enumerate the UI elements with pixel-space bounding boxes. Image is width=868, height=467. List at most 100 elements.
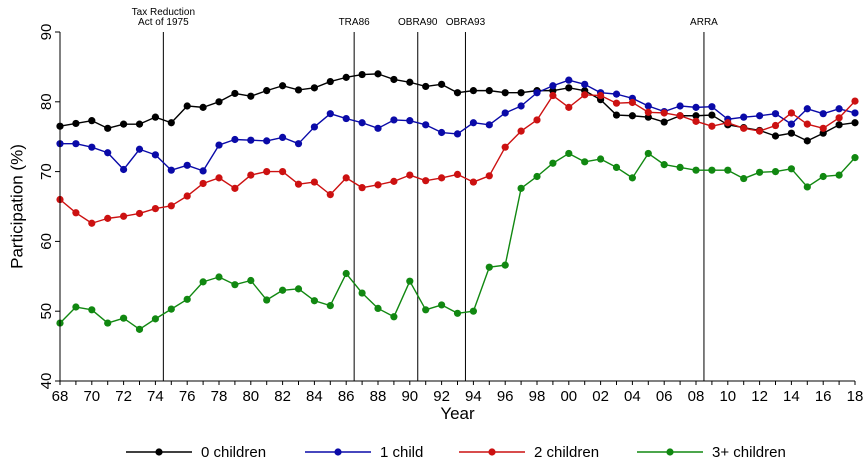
legend-label: 3+ children xyxy=(712,444,786,461)
y-tick-label: 80 xyxy=(38,93,55,110)
data-point-2-children xyxy=(676,112,684,120)
data-point-3plus-children xyxy=(247,276,255,285)
data-point-0-children xyxy=(851,119,859,127)
data-point-1-child xyxy=(453,130,462,138)
legend-label: 0 children xyxy=(201,444,266,461)
data-point-2-children xyxy=(151,204,159,213)
data-point-0-children xyxy=(485,87,493,95)
data-point-2-children xyxy=(135,209,144,218)
data-point-1-child xyxy=(851,109,859,117)
x-tick-label: 98 xyxy=(529,388,546,405)
x-tick-label: 10 xyxy=(719,388,736,405)
series-points xyxy=(56,70,859,333)
data-point-3plus-children xyxy=(581,158,589,166)
data-point-0-children xyxy=(438,80,446,88)
y-axis-title: Participation (%) xyxy=(7,144,26,269)
data-point-1-child xyxy=(803,105,811,113)
data-point-1-child xyxy=(533,89,541,97)
data-point-2-children xyxy=(231,184,239,192)
data-point-1-child xyxy=(310,123,318,131)
event-label-act-of-1975: Act of 1975 xyxy=(138,17,189,28)
legend-marker xyxy=(334,448,342,456)
data-point-0-children xyxy=(708,111,716,119)
event-label-tra86: TRA86 xyxy=(339,17,371,28)
legend-label: 2 children xyxy=(534,444,599,461)
data-point-2-children xyxy=(644,108,652,116)
legend: 0 children 1 child 2 children 3+ children xyxy=(126,444,786,461)
data-point-0-children xyxy=(771,132,780,140)
data-point-1-child xyxy=(358,119,366,127)
data-point-0-children xyxy=(565,84,573,92)
data-point-2-children xyxy=(215,174,223,182)
data-point-0-children xyxy=(612,111,621,119)
data-point-0-children xyxy=(183,102,191,110)
x-tick-label: 90 xyxy=(401,388,418,405)
data-point-2-children xyxy=(581,91,589,99)
data-point-1-child xyxy=(771,110,780,118)
data-point-3plus-children xyxy=(72,303,80,311)
data-point-0-children xyxy=(803,137,811,145)
data-point-3plus-children xyxy=(358,289,366,297)
series-lines xyxy=(59,73,856,331)
data-point-1-child xyxy=(231,135,239,144)
data-point-3plus-children xyxy=(708,166,716,174)
y-tick-label: 70 xyxy=(38,163,55,180)
legend-marker xyxy=(488,448,496,456)
data-point-0-children xyxy=(167,119,175,127)
data-point-2-children xyxy=(263,168,271,176)
data-point-2-children xyxy=(803,120,811,128)
y-ticks: 40 50 60 70 80 90 xyxy=(38,24,60,389)
data-point-1-child xyxy=(612,90,621,98)
y-tick-label: 50 xyxy=(38,303,55,320)
data-point-3plus-children xyxy=(279,286,287,294)
data-point-3plus-children xyxy=(597,155,605,163)
x-tick-label: 78 xyxy=(211,388,228,405)
data-point-3plus-children xyxy=(310,297,318,305)
data-point-3plus-children xyxy=(851,154,859,162)
series-points-2-children xyxy=(56,91,859,227)
data-point-3plus-children xyxy=(135,325,144,333)
data-point-1-child xyxy=(787,120,796,128)
x-tick-label: 08 xyxy=(688,388,705,405)
data-point-3plus-children xyxy=(533,172,541,181)
x-tick-label: 94 xyxy=(465,388,482,405)
data-point-1-child xyxy=(167,166,175,174)
data-point-2-children xyxy=(692,117,700,125)
data-point-2-children xyxy=(358,184,366,192)
event-label-obra93: OBRA93 xyxy=(446,17,486,28)
data-point-1-child xyxy=(676,102,684,110)
data-point-1-child xyxy=(279,133,287,141)
data-point-3plus-children xyxy=(549,159,557,167)
x-tick-label: 96 xyxy=(497,388,514,405)
series-line-3plus-children xyxy=(59,152,856,331)
y-tick-label: 60 xyxy=(38,233,55,250)
data-point-1-child xyxy=(183,161,191,169)
legend-label: 1 child xyxy=(380,444,423,461)
data-point-1-child xyxy=(581,80,589,88)
x-tick-label: 86 xyxy=(338,388,355,405)
legend-marker xyxy=(155,448,163,456)
data-point-2-children xyxy=(787,109,796,117)
data-point-1-child xyxy=(326,110,334,118)
data-point-1-child xyxy=(342,114,350,123)
legend-item-0-children: 0 children xyxy=(126,444,266,461)
data-point-2-children xyxy=(565,103,573,111)
data-point-3plus-children xyxy=(453,309,462,317)
data-point-2-children xyxy=(183,192,191,200)
x-tick-label: 06 xyxy=(656,388,673,405)
data-point-3plus-children xyxy=(104,319,112,327)
data-point-1-child xyxy=(263,137,271,145)
x-tick-label: 76 xyxy=(179,388,196,405)
data-point-2-children xyxy=(390,177,398,185)
x-tick-label: 88 xyxy=(370,388,387,405)
data-point-2-children xyxy=(199,179,207,188)
data-point-2-children xyxy=(771,121,780,130)
data-point-2-children xyxy=(438,174,446,182)
data-point-1-child xyxy=(215,141,223,149)
data-point-2-children xyxy=(708,122,716,130)
data-point-2-children xyxy=(660,109,668,117)
data-point-3plus-children xyxy=(263,296,271,304)
data-point-0-children xyxy=(342,73,350,81)
data-point-2-children xyxy=(167,202,175,210)
